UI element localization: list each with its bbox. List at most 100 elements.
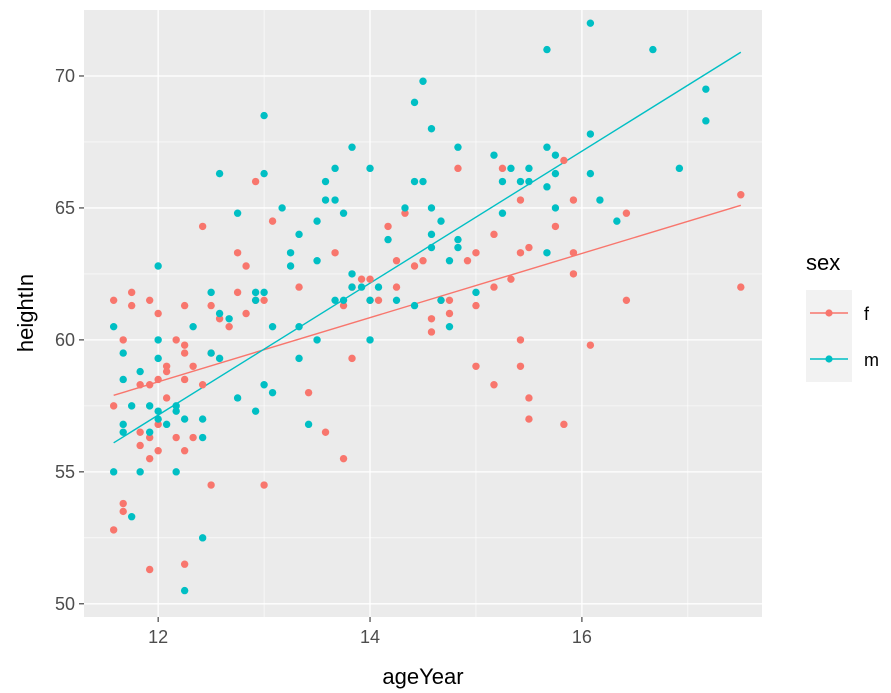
point-f xyxy=(560,156,568,165)
point-m xyxy=(207,349,215,357)
point-f xyxy=(445,309,454,318)
point-m xyxy=(419,177,427,186)
point-f xyxy=(242,262,250,270)
point-m xyxy=(313,336,321,344)
point-f xyxy=(569,196,578,204)
point-m xyxy=(551,204,560,212)
point-f xyxy=(339,454,348,463)
point-f xyxy=(516,362,525,370)
point-m xyxy=(215,309,224,318)
point-f xyxy=(109,296,118,305)
point-f xyxy=(427,315,436,323)
point-m xyxy=(498,209,507,217)
point-f xyxy=(127,288,136,297)
point-m xyxy=(490,151,498,159)
point-f xyxy=(463,257,472,265)
point-f xyxy=(251,177,260,186)
point-m xyxy=(445,322,454,331)
point-f xyxy=(569,249,578,257)
point-m xyxy=(498,177,507,186)
point-m xyxy=(198,415,207,423)
y-tick-label: 55 xyxy=(55,462,75,482)
point-f xyxy=(136,441,144,450)
x-tick-label: 14 xyxy=(360,627,380,647)
point-f xyxy=(162,367,171,376)
point-m xyxy=(427,230,436,239)
legend-point-f xyxy=(825,309,833,317)
point-f xyxy=(260,296,268,305)
x-tick-label: 12 xyxy=(148,627,168,647)
point-f xyxy=(525,415,533,423)
point-m xyxy=(109,468,118,476)
point-m xyxy=(586,19,595,27)
point-m xyxy=(702,117,710,125)
point-m xyxy=(136,468,144,476)
point-m xyxy=(348,283,356,291)
legend-label-f: f xyxy=(864,304,870,324)
point-m xyxy=(189,322,197,331)
point-m xyxy=(162,420,171,429)
point-m xyxy=(649,45,657,54)
point-m xyxy=(339,296,348,305)
point-m xyxy=(321,196,330,204)
point-f xyxy=(145,381,154,389)
point-f xyxy=(189,433,197,442)
point-f xyxy=(569,270,578,278)
point-m xyxy=(331,196,339,204)
point-f xyxy=(207,481,215,489)
point-f xyxy=(180,447,189,455)
point-f xyxy=(207,301,215,310)
point-f xyxy=(172,433,180,442)
point-m xyxy=(331,164,339,173)
point-f xyxy=(392,257,401,265)
point-f xyxy=(339,301,348,310)
point-m xyxy=(419,77,427,85)
point-m xyxy=(543,45,551,54)
point-f xyxy=(154,309,162,318)
y-tick-label: 65 xyxy=(55,198,75,218)
point-f xyxy=(357,275,366,283)
point-m xyxy=(119,428,127,436)
point-m xyxy=(119,420,127,429)
legend: sex f m xyxy=(806,250,879,382)
point-f xyxy=(304,388,313,397)
point-m xyxy=(233,394,242,402)
point-m xyxy=(154,262,162,270)
point-f xyxy=(560,420,568,429)
point-f xyxy=(384,222,392,231)
point-f xyxy=(119,499,127,508)
point-m xyxy=(119,375,127,384)
data-points xyxy=(109,19,745,595)
point-m xyxy=(233,209,242,217)
point-f xyxy=(162,394,171,402)
point-m xyxy=(268,388,277,397)
point-m xyxy=(145,402,154,410)
point-m xyxy=(251,296,260,305)
point-f xyxy=(260,481,268,489)
point-m xyxy=(251,288,260,297)
point-f xyxy=(507,275,515,283)
point-m xyxy=(321,177,330,186)
point-f xyxy=(321,428,330,436)
point-m xyxy=(348,143,356,151)
x-axis-title: ageYear xyxy=(382,664,463,689)
trend-line-f xyxy=(113,204,742,396)
point-f xyxy=(490,230,498,239)
point-f xyxy=(551,222,560,231)
point-m xyxy=(215,169,224,178)
point-m xyxy=(384,235,392,244)
point-f xyxy=(154,447,162,455)
point-f xyxy=(419,257,427,265)
point-m xyxy=(427,243,436,252)
point-f xyxy=(127,301,136,310)
point-f xyxy=(145,433,154,442)
point-m xyxy=(445,257,454,265)
y-tick-label: 60 xyxy=(55,330,75,350)
point-m xyxy=(207,288,215,297)
point-m xyxy=(172,402,180,410)
point-f xyxy=(136,428,144,436)
point-m xyxy=(295,354,303,363)
point-m xyxy=(260,169,268,178)
point-f xyxy=(145,296,154,305)
point-m xyxy=(198,534,207,542)
